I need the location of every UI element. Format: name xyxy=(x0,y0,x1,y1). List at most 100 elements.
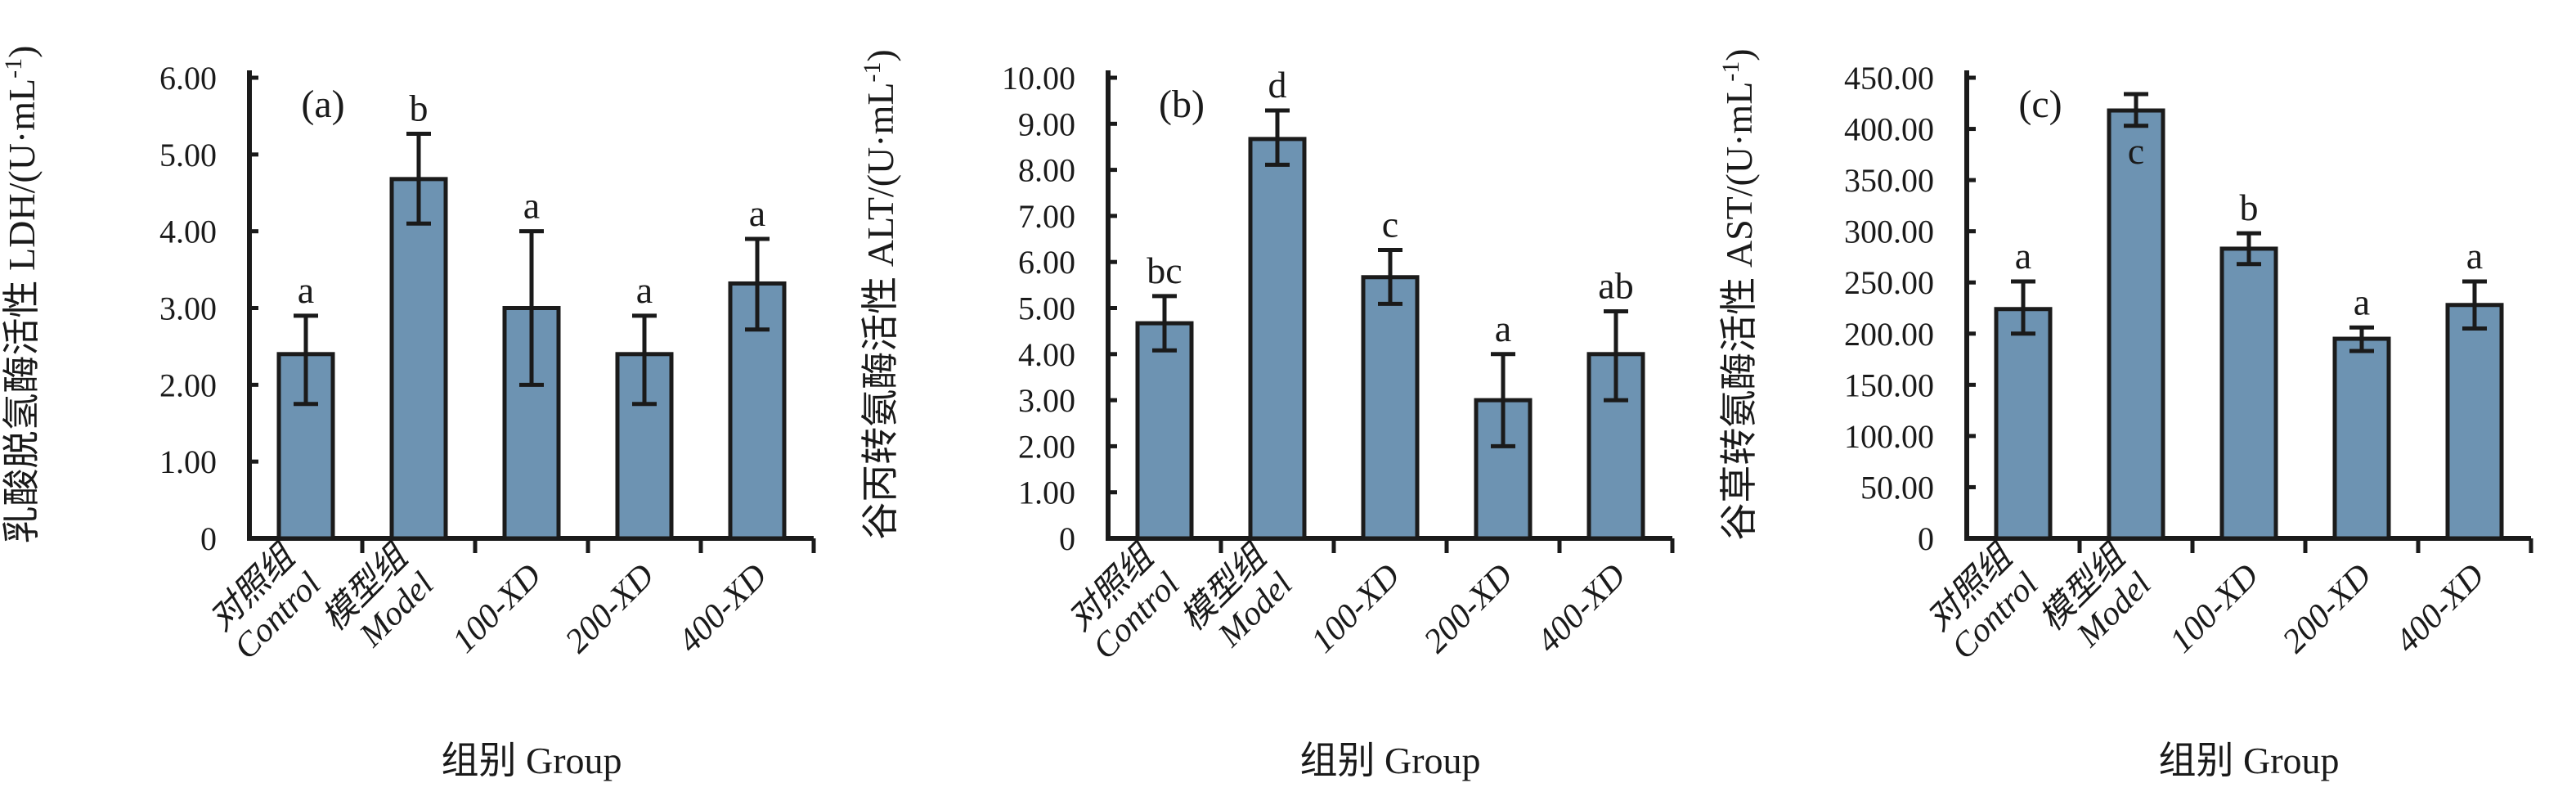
y-tick-label: 0 xyxy=(1059,520,1075,557)
y-axis-title: 乳酸脱氢酶活性 LDH/(U·mL-1) xyxy=(0,46,43,544)
sig-letter: b xyxy=(2240,187,2259,228)
x-category-label: 100-XD xyxy=(2163,557,2267,661)
y-tick-label: 4.00 xyxy=(1018,336,1075,373)
sig-letter: c xyxy=(2128,130,2144,172)
chart-a-svg: 0 1.00 2.00 3.00 4.00 5.00 6.00 a b a a a 对照组Control… xyxy=(0,46,816,781)
y-tick-label: 3.00 xyxy=(159,290,217,327)
y-tick-label: 1.00 xyxy=(1018,475,1075,511)
x-category-label: 模型组Model xyxy=(1174,537,1301,664)
x-category-label: 对照组Control xyxy=(200,537,330,666)
y-tick-label: 3.00 xyxy=(1018,382,1075,419)
sig-letter: a xyxy=(2466,235,2483,277)
error-bar xyxy=(2237,231,2261,267)
error-bar xyxy=(1152,294,1177,353)
y-tick-label: 450.00 xyxy=(1844,60,1934,97)
sig-letter: a xyxy=(298,269,314,311)
error-bar xyxy=(632,313,657,407)
y-tick-label: 0 xyxy=(1918,520,1934,557)
panel-label: (c) xyxy=(2018,83,2062,126)
bar xyxy=(2219,246,2278,541)
x-category-label: 对照组Control xyxy=(1918,537,2047,666)
y-tick-label: 100.00 xyxy=(1844,418,1934,455)
error-bar xyxy=(745,236,770,332)
error-bar xyxy=(294,313,318,407)
y-tick-label: 250.00 xyxy=(1844,264,1934,301)
bar xyxy=(276,352,335,541)
y-tick-label: 8.00 xyxy=(1018,152,1075,189)
bar xyxy=(1994,307,2053,541)
sig-letter: a xyxy=(636,269,653,311)
panel-label: (a) xyxy=(301,83,344,126)
bar xyxy=(1248,137,1307,541)
error-bar xyxy=(2124,92,2148,128)
sig-letter: c xyxy=(1382,204,1398,245)
y-tick-label: 2.00 xyxy=(159,367,217,403)
error-bar xyxy=(1265,108,1290,167)
y-tick-label: 10.00 xyxy=(1002,60,1075,97)
panel-label: (b) xyxy=(1159,83,1205,126)
x-category-label: 400-XD xyxy=(1530,557,1634,661)
error-bar xyxy=(519,229,544,387)
y-tick-label: 2.00 xyxy=(1018,428,1075,465)
sig-letter: d xyxy=(1268,64,1287,106)
sig-letter: b xyxy=(410,87,429,128)
y-tick-label: 300.00 xyxy=(1844,214,1934,250)
bar xyxy=(615,352,674,541)
sig-letter: a xyxy=(1495,308,1511,349)
chart-panel-c: 0 50.00 100.00 150.00 200.00 250.00 300.00 350.… xyxy=(1717,0,2576,801)
y-tick-label: 5.00 xyxy=(1018,290,1075,327)
chart-b-svg: 0 1.00 2.00 3.00 4.00 5.00 6.00 7.00 8.00 9.00 10.… xyxy=(859,49,1675,781)
x-category-label: 200-XD xyxy=(2276,557,2380,661)
x-category-label: 200-XD xyxy=(559,557,662,661)
y-tick-label: 150.00 xyxy=(1844,367,1934,403)
y-axis-title: 谷草转氨酶活性 AST/(U·mL-1) xyxy=(1717,48,1760,540)
sig-letter: a xyxy=(523,185,540,227)
y-tick-label: 200.00 xyxy=(1844,316,1934,353)
error-bar xyxy=(1378,248,1402,306)
error-bar xyxy=(1491,352,1515,448)
error-bar xyxy=(406,131,431,226)
x-axis-title: 组别 Group xyxy=(441,740,622,781)
y-tick-label: 1.00 xyxy=(159,443,217,480)
y-tick-label: 7.00 xyxy=(1018,198,1075,235)
sig-letter: a xyxy=(749,192,765,234)
x-category-label: 400-XD xyxy=(2389,557,2493,661)
x-category-label: 模型组Model xyxy=(315,537,442,664)
bar xyxy=(2107,108,2165,541)
x-category-label: 对照组Control xyxy=(1059,537,1188,666)
y-tick-label: 6.00 xyxy=(159,60,217,97)
sig-letter: ab xyxy=(1598,264,1633,306)
y-axis-title: 谷丙转氨酶活性 ALT/(U·mL-1) xyxy=(859,49,901,540)
error-bar xyxy=(2462,279,2487,331)
x-category-label: 400-XD xyxy=(671,557,775,661)
error-bar xyxy=(1604,308,1628,403)
y-tick-label: 9.00 xyxy=(1018,106,1075,142)
x-axis-title: 组别 Group xyxy=(1299,740,1480,781)
sig-letter: a xyxy=(2015,235,2031,277)
bar xyxy=(2445,303,2504,541)
bar xyxy=(2332,336,2391,541)
x-category-label: 200-XD xyxy=(1417,557,1521,661)
bar xyxy=(389,177,448,541)
y-tick-label: 0 xyxy=(200,520,217,557)
error-bar xyxy=(2011,279,2035,336)
chart-panel-b: 0 1.00 2.00 3.00 4.00 5.00 6.00 7.00 8.00 9.00 10.… xyxy=(859,0,1717,801)
x-category-label: 模型组Model xyxy=(2032,537,2160,664)
y-tick-label: 6.00 xyxy=(1018,244,1075,281)
chart-panel-a: 0 1.00 2.00 3.00 4.00 5.00 6.00 a b a a a 对照组Control… xyxy=(0,0,859,801)
y-tick-label: 350.00 xyxy=(1844,162,1934,199)
chart-c-svg: 0 50.00 100.00 150.00 200.00 250.00 300.00 350.… xyxy=(1717,48,2533,781)
y-tick-label: 400.00 xyxy=(1844,111,1934,148)
y-tick-label: 5.00 xyxy=(159,137,217,173)
x-axis-title: 组别 Group xyxy=(2158,740,2339,781)
y-tick-label: 50.00 xyxy=(1860,469,1934,506)
x-category-label: 100-XD xyxy=(446,557,550,661)
sig-letter: bc xyxy=(1147,250,1182,291)
bar xyxy=(1361,275,1420,541)
x-category-label: 100-XD xyxy=(1304,557,1408,661)
error-bar xyxy=(2349,325,2374,353)
y-tick-label: 4.00 xyxy=(159,214,217,250)
bar xyxy=(1135,321,1194,541)
sig-letter: a xyxy=(2354,281,2370,322)
